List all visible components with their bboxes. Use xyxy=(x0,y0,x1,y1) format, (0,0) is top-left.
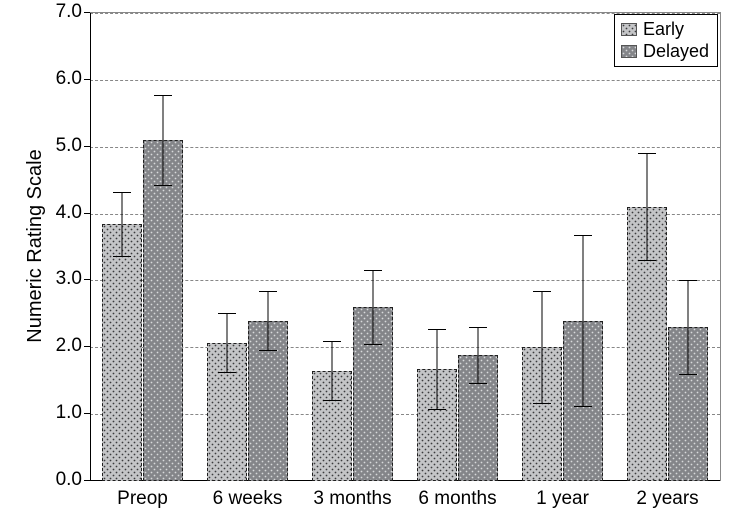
error-cap xyxy=(154,95,172,96)
error-bar xyxy=(436,329,437,409)
y-tick-mark xyxy=(84,413,90,414)
y-tick-mark xyxy=(84,79,90,80)
error-bar xyxy=(478,327,479,383)
bar-early xyxy=(102,224,142,481)
error-cap xyxy=(218,372,236,373)
legend-item: Delayed xyxy=(621,41,709,63)
y-tick-mark xyxy=(84,12,90,13)
error-cap xyxy=(364,270,382,271)
gridline xyxy=(90,80,720,81)
error-bar xyxy=(688,280,689,374)
y-tick-mark xyxy=(84,480,90,481)
error-bar xyxy=(121,192,122,256)
error-cap xyxy=(679,280,697,281)
y-tick-label: 7.0 xyxy=(42,1,82,23)
legend: EarlyDelayed xyxy=(614,14,718,67)
y-tick-mark xyxy=(84,279,90,280)
chart-container: 0.0 1.0 2.0 3.0 4.0 5.0 6.0 7.0 Preop 6 weeks 3 m… xyxy=(0,0,742,532)
gridline xyxy=(90,347,720,348)
error-cap xyxy=(218,313,236,314)
error-cap xyxy=(638,153,656,154)
x-tick-label: 6 weeks xyxy=(213,488,283,510)
legend-swatch-icon xyxy=(621,23,637,36)
error-cap xyxy=(679,374,697,375)
error-bar xyxy=(331,341,332,400)
y-tick-mark xyxy=(84,146,90,147)
gridline xyxy=(90,214,720,215)
x-tick-label: Preop xyxy=(117,488,168,510)
error-bar xyxy=(541,291,542,403)
legend-swatch-icon xyxy=(621,45,637,58)
gridline xyxy=(90,280,720,281)
gridline xyxy=(90,147,720,148)
error-bar xyxy=(583,235,584,406)
y-tick-mark xyxy=(84,346,90,347)
y-axis-title: Numeric Rating Scale xyxy=(24,149,47,342)
y-axis-line xyxy=(90,13,91,481)
error-cap xyxy=(259,350,277,351)
error-bar xyxy=(226,313,227,372)
error-bar xyxy=(373,270,374,344)
error-bar xyxy=(268,291,269,350)
legend-label: Early xyxy=(643,19,684,41)
error-cap xyxy=(428,329,446,330)
y-tick-label: 1.0 xyxy=(42,402,82,424)
error-cap xyxy=(469,383,487,384)
legend-label: Delayed xyxy=(643,41,709,63)
y-tick-mark xyxy=(84,213,90,214)
error-cap xyxy=(469,327,487,328)
error-cap xyxy=(154,185,172,186)
error-bar xyxy=(163,95,164,186)
legend-item: Early xyxy=(621,19,709,41)
error-cap xyxy=(323,400,341,401)
x-axis-line xyxy=(90,480,720,481)
x-tick-label: 1 year xyxy=(536,488,589,510)
gridline xyxy=(90,414,720,415)
error-cap xyxy=(428,409,446,410)
y-tick-label: 3.0 xyxy=(42,268,82,290)
error-cap xyxy=(364,344,382,345)
error-cap xyxy=(323,341,341,342)
x-tick-label: 2 years xyxy=(636,488,698,510)
y-tick-label: 5.0 xyxy=(42,135,82,157)
error-bar xyxy=(646,153,647,260)
plot-area xyxy=(90,12,721,481)
x-tick-label: 6 months xyxy=(418,488,496,510)
error-cap xyxy=(638,260,656,261)
bar-delayed xyxy=(143,140,183,481)
error-cap xyxy=(113,192,131,193)
error-cap xyxy=(574,406,592,407)
error-cap xyxy=(259,291,277,292)
y-tick-label: 4.0 xyxy=(42,202,82,224)
error-cap xyxy=(574,235,592,236)
error-cap xyxy=(533,291,551,292)
error-cap xyxy=(533,403,551,404)
y-tick-label: 2.0 xyxy=(42,335,82,357)
y-tick-label: 6.0 xyxy=(42,68,82,90)
x-tick-label: 3 months xyxy=(313,488,391,510)
y-tick-label: 0.0 xyxy=(42,469,82,491)
error-cap xyxy=(113,256,131,257)
